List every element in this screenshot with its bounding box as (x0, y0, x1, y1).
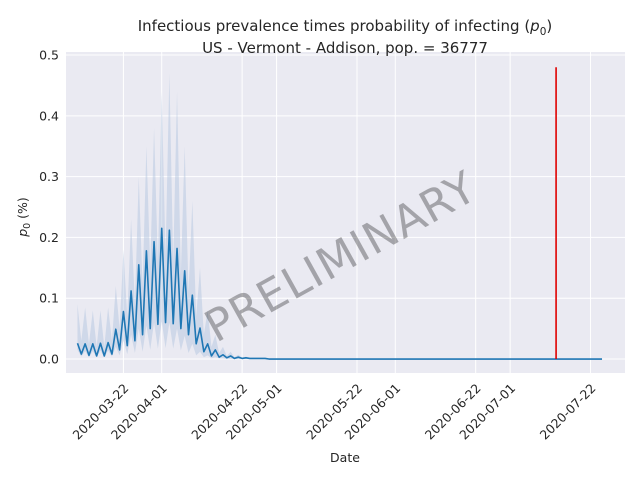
grid-lines (66, 52, 625, 373)
confidence-band (77, 73, 603, 360)
x-tick-label: 2020-07-22 (537, 381, 599, 443)
y-tick-label: 0.4 (39, 108, 59, 123)
x-axis-label: Date (330, 450, 360, 465)
y-axis-label: p0 (%) (15, 197, 33, 238)
plot-background (66, 52, 625, 373)
series-polyline (76, 227, 603, 360)
y-tick-label: 0.0 (39, 352, 59, 367)
y-tick-label: 0.3 (39, 169, 59, 184)
chart-title-line1: Infectious prevalence times probability … (138, 17, 553, 38)
y-tick-label: 0.2 (39, 230, 59, 245)
y-tick-labels: 0.0 0.1 0.2 0.3 0.4 0.5 (39, 48, 59, 367)
y-tick-label: 0.1 (39, 291, 59, 306)
band-area (77, 73, 603, 360)
chart-title-line2: US - Vermont - Addison, pop. = 36777 (202, 39, 488, 57)
series-line (76, 227, 603, 360)
y-tick-label: 0.5 (39, 48, 59, 63)
